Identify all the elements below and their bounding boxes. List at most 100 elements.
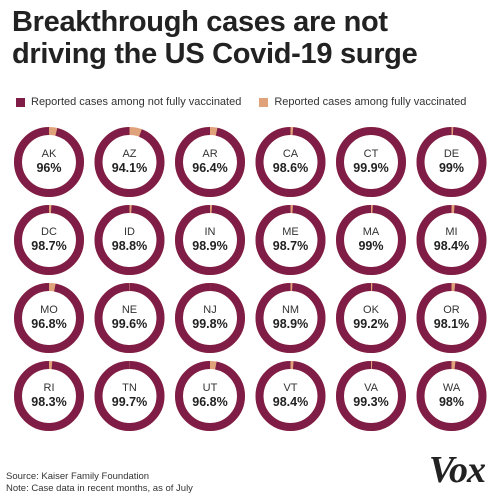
state-value-va: 99.3% bbox=[353, 395, 388, 409]
state-value-id: 98.8% bbox=[112, 239, 147, 253]
slice-not-fully-vaccinated-ak bbox=[14, 127, 84, 197]
legend: Reported cases among not fully vaccinate… bbox=[16, 96, 496, 108]
state-value-ct: 99.9% bbox=[353, 161, 388, 175]
slice-not-fully-vaccinated-wa bbox=[416, 361, 487, 431]
state-code-dc: DC bbox=[41, 226, 57, 238]
state-value-dc: 98.7% bbox=[31, 239, 66, 253]
state-code-de: DE bbox=[444, 148, 459, 160]
slice-not-fully-vaccinated-vt bbox=[255, 361, 326, 431]
state-value-ut: 96.8% bbox=[192, 395, 227, 409]
state-value-wa: 98% bbox=[439, 395, 464, 409]
state-value-me: 98.7% bbox=[273, 239, 308, 253]
state-code-me: ME bbox=[282, 226, 299, 238]
state-code-ar: AR bbox=[202, 148, 217, 160]
state-value-ma: 99% bbox=[358, 239, 383, 253]
state-code-tn: TN bbox=[122, 382, 137, 394]
state-code-nm: NM bbox=[282, 304, 299, 316]
data-note: Note: Case data in recent months, as of … bbox=[6, 483, 193, 494]
slice-not-fully-vaccinated-mi bbox=[416, 205, 487, 275]
state-value-ok: 99.2% bbox=[353, 317, 388, 331]
slice-not-fully-vaccinated-dc bbox=[14, 205, 84, 275]
state-code-ne: NE bbox=[122, 304, 137, 316]
state-value-ne: 99.6% bbox=[112, 317, 147, 331]
legend-item-fully-vaccinated: Reported cases among fully vaccinated bbox=[259, 96, 466, 108]
legend-label-not-fully-vaccinated: Reported cases among not fully vaccinate… bbox=[31, 96, 242, 108]
state-value-az: 94.1% bbox=[112, 161, 147, 175]
state-code-vt: VT bbox=[283, 382, 297, 394]
state-code-in: IN bbox=[205, 226, 216, 238]
state-code-ak: AK bbox=[42, 148, 57, 160]
state-code-mo: MO bbox=[40, 304, 58, 316]
state-code-wa: WA bbox=[443, 382, 461, 394]
title-line-1: Breakthrough cases are not bbox=[12, 6, 388, 38]
slice-not-fully-vaccinated-ct bbox=[336, 127, 406, 197]
legend-swatch-not-fully-vaccinated bbox=[16, 97, 25, 107]
state-value-ri: 98.3% bbox=[31, 395, 66, 409]
state-value-mo: 96.8% bbox=[31, 317, 66, 331]
slice-not-fully-vaccinated-va bbox=[336, 361, 406, 431]
state-code-va: VA bbox=[364, 382, 379, 394]
state-value-nj: 99.8% bbox=[192, 317, 227, 331]
slice-not-fully-vaccinated-ne bbox=[94, 283, 165, 353]
slice-not-fully-vaccinated-tn bbox=[94, 361, 165, 431]
slice-not-fully-vaccinated-de bbox=[416, 127, 487, 197]
donut-grid: AK96%AZ94.1%AR96.4%CA98.6%CT99.9%DE99%DC… bbox=[14, 127, 487, 431]
legend-item-not-fully-vaccinated: Reported cases among not fully vaccinate… bbox=[16, 96, 241, 108]
footer: Source: Kaiser Family Foundation Note: C… bbox=[6, 471, 193, 495]
chart-title: Breakthrough cases are not driving the U… bbox=[12, 6, 492, 70]
slice-not-fully-vaccinated-me bbox=[255, 205, 326, 275]
state-code-ct: CT bbox=[364, 148, 379, 160]
state-code-ri: RI bbox=[44, 382, 55, 394]
slice-not-fully-vaccinated-mo bbox=[14, 283, 84, 353]
slice-not-fully-vaccinated-ma bbox=[336, 205, 406, 275]
state-code-ca: CA bbox=[283, 148, 299, 160]
state-value-tn: 99.7% bbox=[112, 395, 147, 409]
state-value-nm: 98.9% bbox=[273, 317, 308, 331]
state-value-in: 98.9% bbox=[192, 239, 227, 253]
slice-not-fully-vaccinated-ar bbox=[175, 127, 245, 197]
state-value-ar: 96.4% bbox=[192, 161, 227, 175]
slice-not-fully-vaccinated-ri bbox=[14, 361, 84, 431]
state-code-ma: MA bbox=[363, 226, 380, 238]
slice-not-fully-vaccinated-ok bbox=[336, 283, 406, 353]
state-value-vt: 98.4% bbox=[273, 395, 308, 409]
source-note: Source: Kaiser Family Foundation bbox=[6, 471, 150, 482]
state-code-ut: UT bbox=[203, 382, 218, 394]
state-value-ca: 98.6% bbox=[273, 161, 308, 175]
state-code-id: ID bbox=[124, 226, 135, 238]
state-value-ak: 96% bbox=[36, 161, 61, 175]
vox-logo: Vox bbox=[428, 449, 486, 491]
slice-not-fully-vaccinated-nm bbox=[255, 283, 326, 353]
state-value-de: 99% bbox=[439, 161, 464, 175]
slice-not-fully-vaccinated-in bbox=[175, 205, 245, 275]
state-code-or: OR bbox=[443, 304, 460, 316]
state-value-or: 98.1% bbox=[434, 317, 469, 331]
title-line-2: driving the US Covid-19 surge bbox=[12, 38, 418, 70]
state-code-az: AZ bbox=[122, 148, 136, 160]
slice-not-fully-vaccinated-ut bbox=[175, 361, 245, 431]
state-code-mi: MI bbox=[445, 226, 457, 238]
slice-not-fully-vaccinated-id bbox=[94, 205, 165, 275]
slice-not-fully-vaccinated-nj bbox=[175, 283, 245, 353]
state-code-ok: OK bbox=[363, 304, 380, 316]
slice-not-fully-vaccinated-az bbox=[94, 127, 165, 197]
